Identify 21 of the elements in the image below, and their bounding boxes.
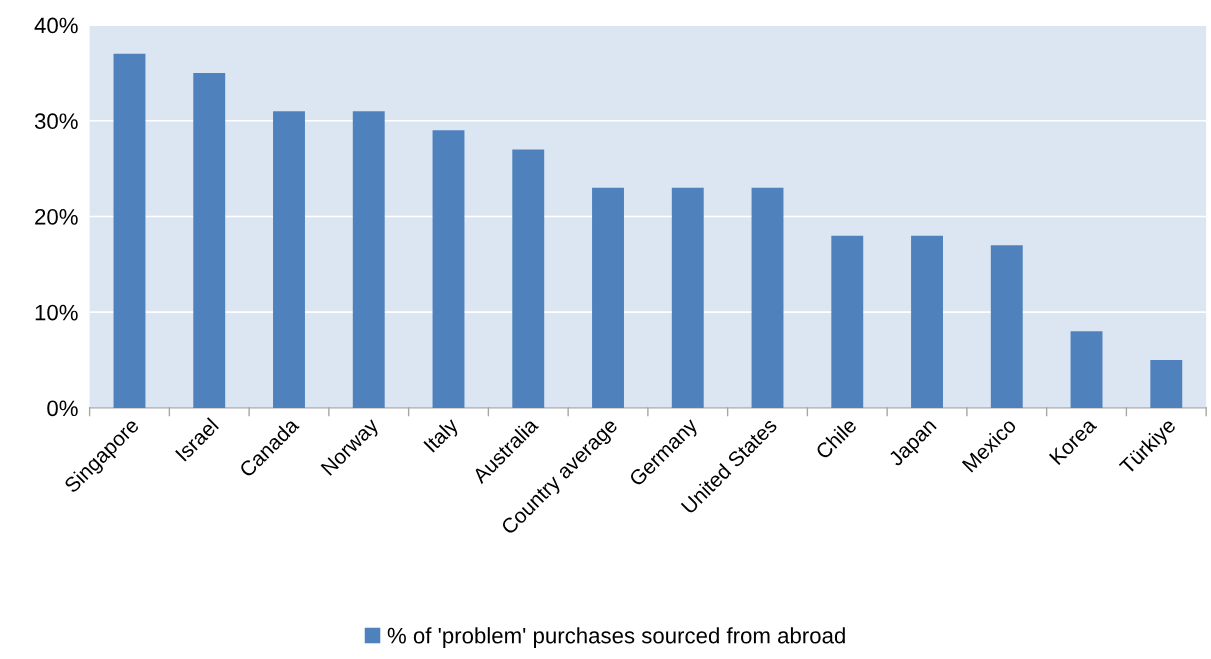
y-tick-label: 20% [35,209,78,225]
bar [990,245,1023,408]
bar [751,187,784,408]
bar [1070,331,1103,408]
bar [273,111,305,408]
bar [512,149,545,408]
bar [352,111,385,408]
bar [911,235,943,408]
bar [831,235,864,408]
x-tick-label: Italy [422,416,463,456]
legend-label: % of 'problem' purchases sourced from abroad [387,627,845,648]
bar [432,130,465,408]
y-tick-label: 40% [34,17,78,34]
bar [671,187,704,408]
bar [113,53,146,408]
bar [193,72,226,408]
y-tick-label: 0% [47,400,78,417]
y-tick-label: 30% [34,113,78,130]
bar [1150,360,1183,408]
y-tick-label: 10% [35,304,78,321]
bar [592,187,624,408]
